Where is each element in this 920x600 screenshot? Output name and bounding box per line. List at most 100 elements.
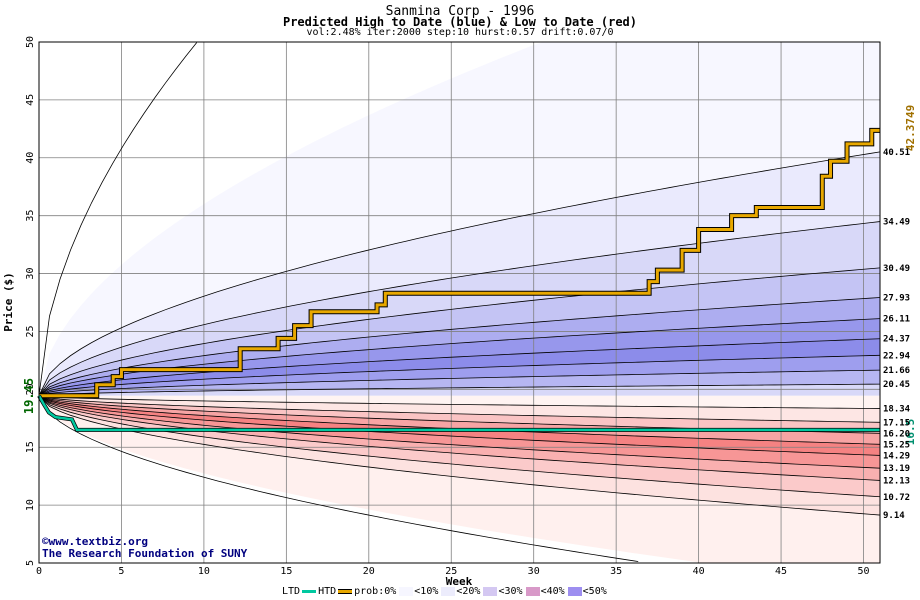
lower-band-fill [39,395,880,563]
band-end-labels: 40.51 34.49 30.49 27.93 26.11 24.37 22.94 21.66… [883,148,911,521]
legend-item-20: <20% [456,586,481,597]
chart-subtitle: Predicted High to Date (blue) & Low to D… [282,15,637,29]
upper-band-fill [39,338,880,396]
band-boundary-line [38,395,881,498]
legend-item-30: <30% [498,586,523,597]
y-axis-label: Price ($) [2,272,15,332]
band-boundary-line [38,267,881,396]
band-end-label: 26.11 [883,315,910,325]
lower-band-fill [39,395,880,456]
band-boundary-line [38,151,881,396]
chart-title: Sanmina Corp - 1996 [385,4,535,19]
x-tick-label: 25 [445,566,457,577]
y-tick-label: 10 [25,499,36,511]
upper-band-fill [39,221,880,396]
credit-org: The Research Foundation of SUNY [42,547,248,560]
band-end-label: 9.14 [883,511,905,521]
lower-band-fill [39,395,880,497]
band-end-label: 30.49 [883,264,910,274]
legend-swatch-10 [399,587,414,596]
y-tick-label: 40 [25,152,36,164]
htd-final-label: 42.3749 [904,105,917,151]
lower-band-fill [39,395,880,445]
legend-htd-label: HTD [318,586,337,597]
x-tick-label: 45 [775,566,787,577]
band-boundary-line [38,395,881,481]
envelope-line [38,395,639,562]
legend-item-0: 0% [384,586,397,597]
lower-band-fill [39,395,880,516]
y-tick-label: 35 [25,210,36,222]
x-tick-label: 30 [528,566,540,577]
legend-swatch-40 [525,587,540,596]
x-tick-label: 40 [693,566,705,577]
legend-item-50: <50% [582,586,607,597]
legend-swatch-20 [441,587,456,596]
upper-band-fill [39,42,880,396]
lower-band-fill [39,395,880,423]
band-end-label: 40.51 [883,148,910,158]
y-tick-label: 25 [25,325,36,337]
band-boundary-line [38,297,881,397]
band-end-label: 22.94 [883,351,911,361]
band-end-label: 27.93 [883,294,910,304]
ltd-series-line [37,395,880,432]
band-boundary-line [38,318,881,397]
y-tick-label: 30 [25,268,36,280]
x-tick-label: 50 [857,566,869,577]
x-tick-label: 20 [363,566,375,577]
lower-band-fill [39,395,880,469]
band-end-label: 17.15 [883,418,910,428]
band-boundary-line [38,383,881,397]
band-boundary-line [38,369,881,397]
envelope-line [38,42,197,396]
lower-band-fill [39,395,880,481]
copyright-icon: © [42,535,49,548]
ltd-final-label: 16.5 [904,419,917,446]
x-tick-label: 10 [198,566,210,577]
upper-band-fill [39,355,880,396]
upper-band-fill [39,318,880,396]
band-boundary-line [38,338,881,397]
band-boundary-line [38,395,881,469]
legend-htd-line [338,589,353,594]
x-axis-label: Week [446,575,473,588]
band-end-label: 12.13 [883,476,910,486]
x-tick-label: 35 [610,566,622,577]
y-tick-label: 20 [25,383,36,395]
x-tick-label: 15 [280,566,292,577]
probability-bands [39,42,880,563]
band-end-label: 10.72 [883,493,910,503]
plot-frame [38,41,881,564]
band-boundary-line [38,221,881,396]
band-boundary-line [38,395,881,516]
lower-band-fill [39,395,880,409]
legend-item-40: <40% [540,586,565,597]
upper-band-fill [39,267,880,396]
x-tick-label: 5 [118,566,124,577]
band-end-label: 24.37 [883,335,910,345]
band-end-label: 15.25 [883,440,910,450]
y-tick-label: 15 [25,441,36,453]
start-price-label: 19.45 [22,378,36,414]
band-end-label: 18.34 [883,405,911,415]
band-end-label: 21.66 [883,366,910,376]
legend-item-10: <10% [414,586,439,597]
legend-ltd-label: LTD [282,586,301,597]
legend-swatch-50 [567,587,582,596]
legend-swatch-30 [483,587,498,596]
band-boundary-line [38,395,881,409]
series-lines [37,42,881,562]
upper-band-fill [39,297,880,396]
y-tick-label: 45 [25,94,36,106]
band-end-label: 16.20 [883,429,910,439]
legend: LTD HTD prob:0% <10% <20% <30% <40% <50% [282,586,607,598]
htd-series-line [39,128,880,398]
band-end-label: 20.45 [883,380,910,390]
chart-params: vol:2.48% iter:2000 step:10 hurst:0.57 d… [306,27,614,38]
band-boundary-line [38,395,881,423]
credit-url: ©www.textbiz.org [42,535,148,548]
upper-band-fill [39,384,880,396]
